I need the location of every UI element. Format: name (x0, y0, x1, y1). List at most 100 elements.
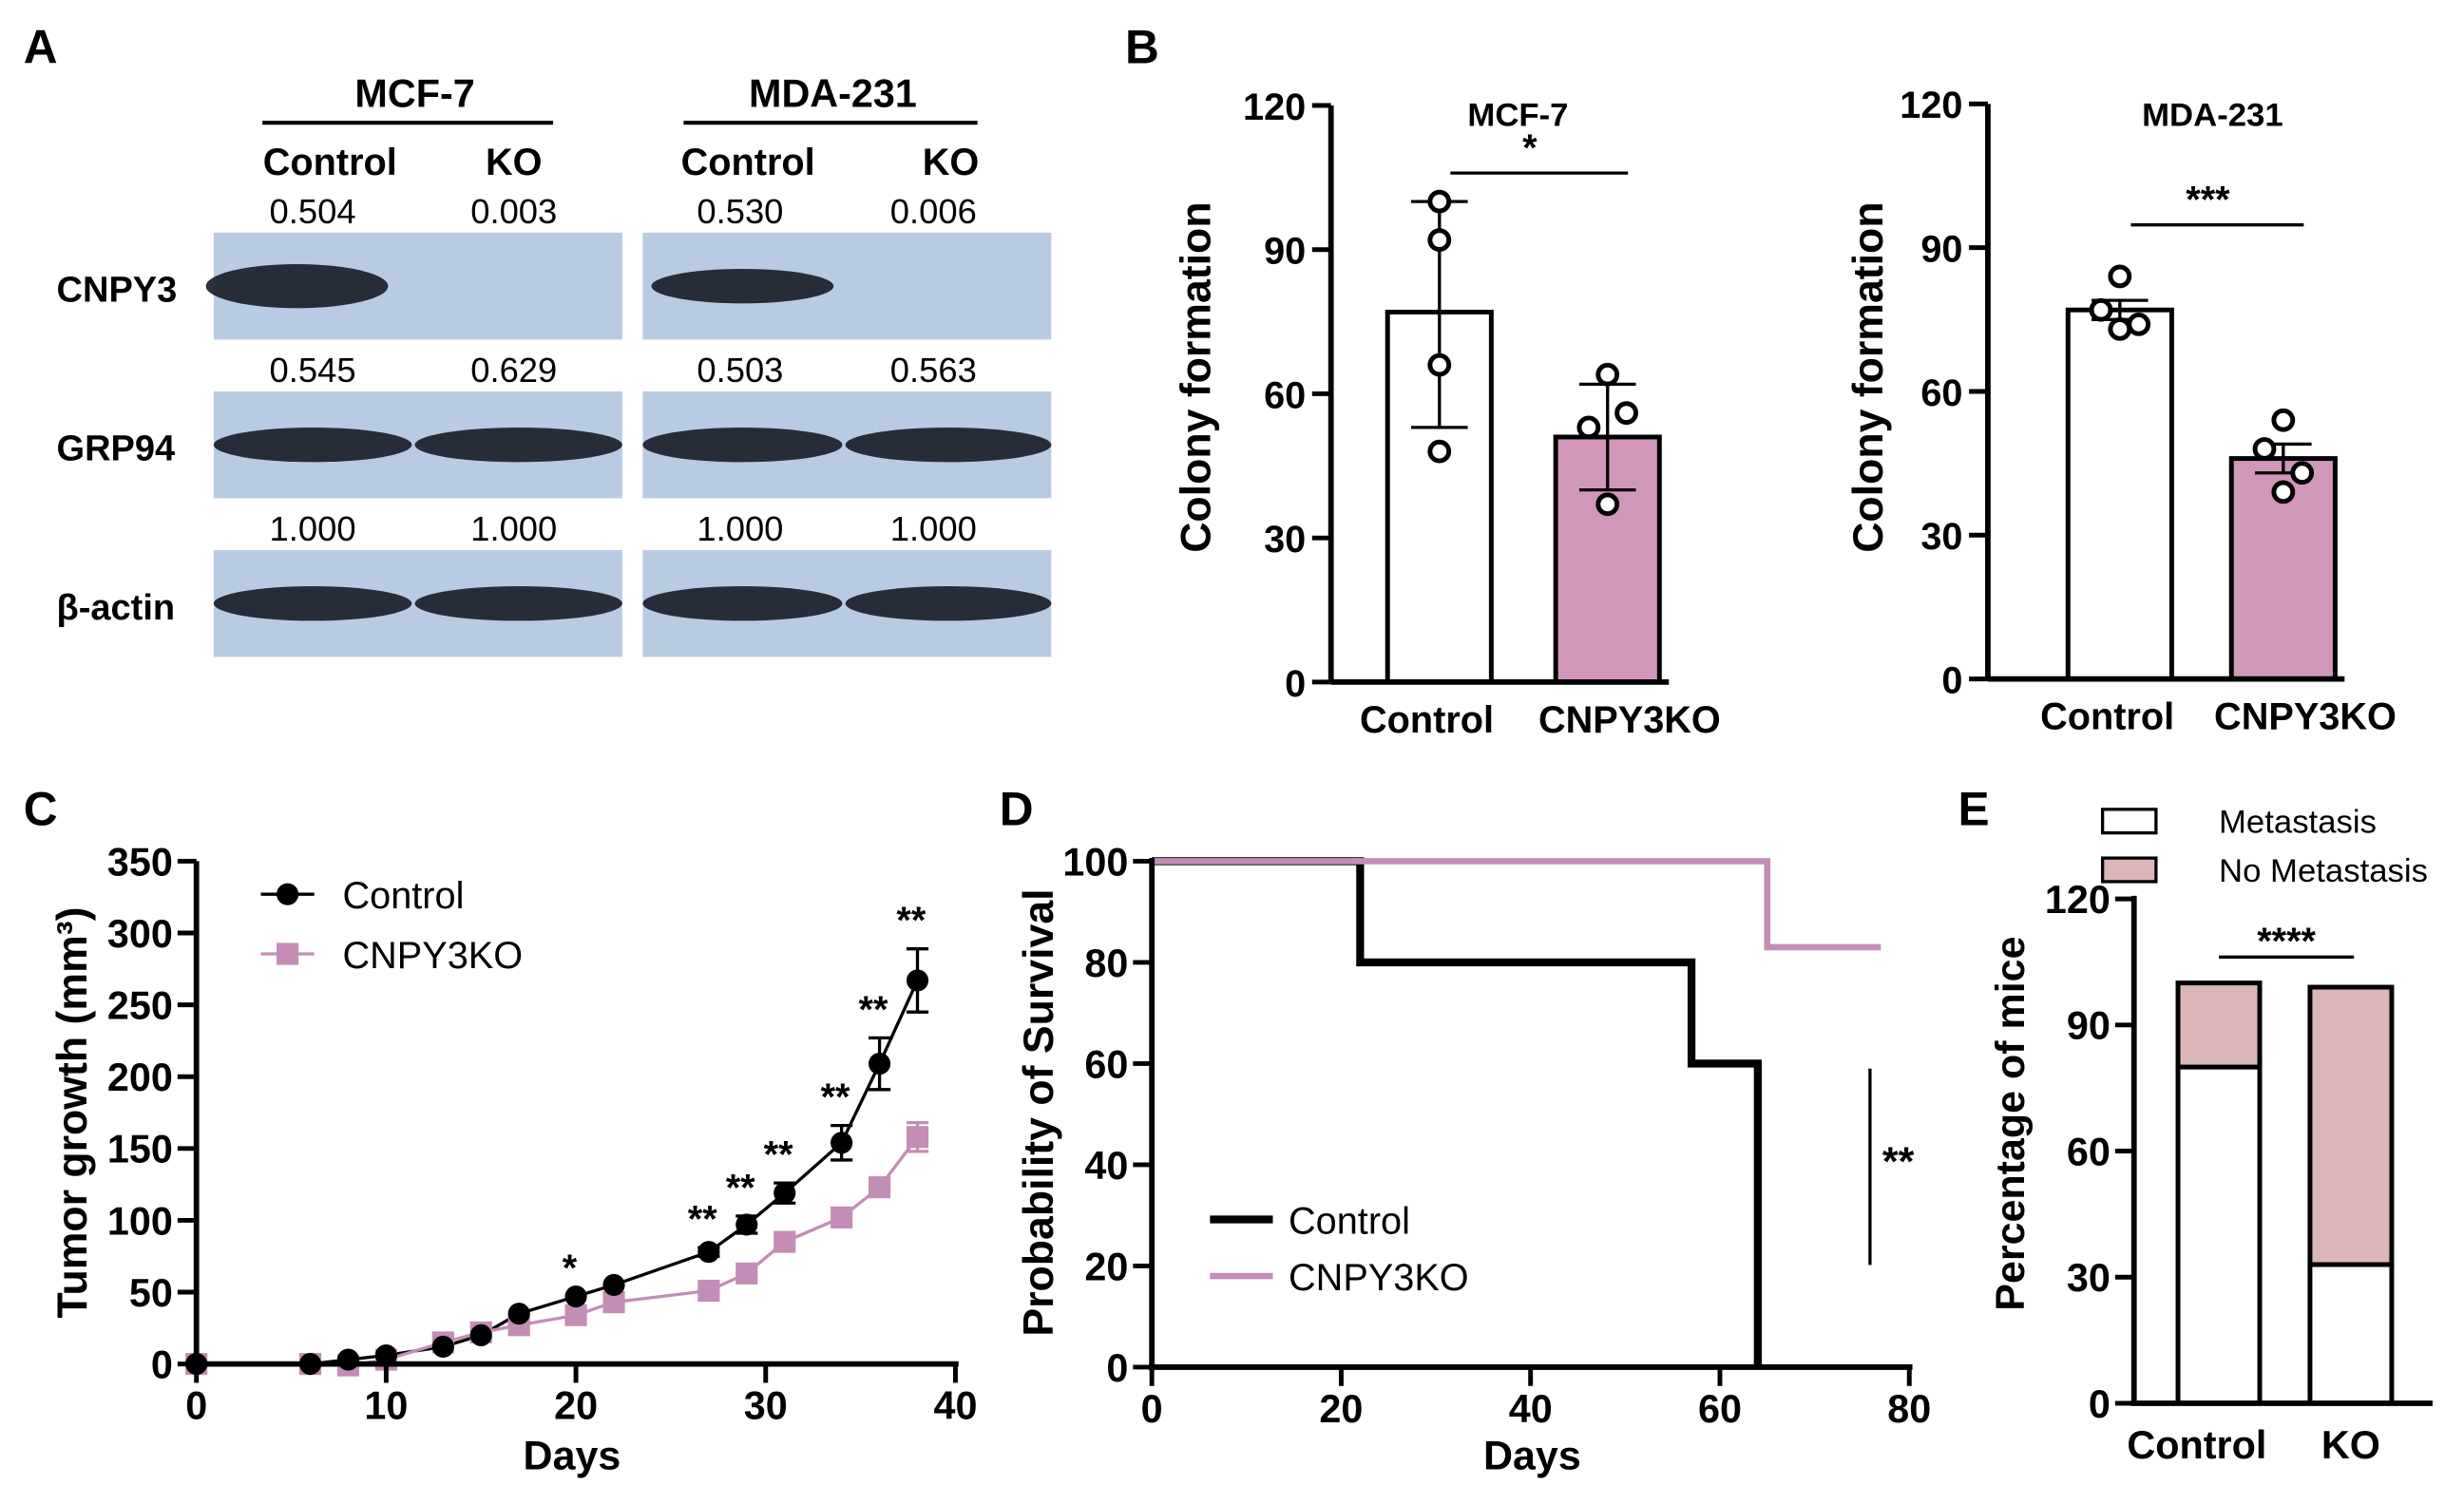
y-tick-label: 90 (1920, 229, 1962, 271)
band-density: 0.530 (697, 192, 783, 231)
data-point (831, 1132, 853, 1154)
legend-label: CNPY3KO (343, 935, 524, 977)
y-axis-label: Tumor growth (mm³) (49, 907, 96, 1319)
x-tick-label: 20 (1319, 1387, 1363, 1431)
legend-marker (277, 942, 299, 965)
bar-no-metastasis (2175, 980, 2263, 1070)
y-tick-label: 0 (151, 1342, 173, 1386)
y-tick-label: 100 (107, 1199, 173, 1243)
legend-label: No Metastasis (2219, 853, 2428, 889)
data-point (1427, 352, 1452, 377)
data-point (697, 1241, 720, 1264)
band-density: 0.504 (270, 192, 356, 231)
y-tick-label: 90 (2067, 1004, 2111, 1048)
significance-marker: ** (764, 1134, 793, 1176)
data-point (2108, 264, 2132, 289)
significance-marker: ** (688, 1199, 717, 1241)
protein-band (651, 268, 834, 304)
data-point (564, 1285, 587, 1308)
band-density: 0.563 (890, 351, 977, 390)
x-tick-label: CNPY3KO (1538, 699, 1721, 741)
data-point (2108, 317, 2132, 341)
data-point (735, 1262, 758, 1285)
significance-marker: ** (1882, 1139, 1915, 1185)
y-tick-label: 60 (2067, 1130, 2111, 1173)
band-density: 1.000 (470, 509, 557, 548)
data-point (697, 1279, 720, 1303)
x-tick-label: 0 (1141, 1387, 1163, 1431)
bar-no-metastasis (2307, 984, 2395, 1267)
panel-label: B (1125, 20, 1159, 73)
data-point (906, 1126, 929, 1149)
bar-control (2065, 307, 2174, 682)
x-tick-label: Control (1360, 699, 1494, 741)
panel-label: A (24, 20, 58, 73)
data-point (336, 1348, 360, 1371)
legend-label: Control (1289, 1200, 1410, 1242)
protein-band (213, 586, 412, 621)
lane-label: Control (681, 142, 815, 183)
lane-label: KO (486, 142, 543, 183)
data-point (2271, 480, 2296, 505)
significance-marker: * (563, 1247, 578, 1289)
x-tick-label: 40 (1509, 1387, 1553, 1431)
x-tick-label: Control (2127, 1423, 2266, 1467)
data-point (868, 1053, 891, 1076)
protein-band (642, 428, 843, 463)
y-tick-label: 0 (1941, 659, 1962, 701)
y-tick-label: 120 (1243, 86, 1306, 128)
x-axis-label: Days (1483, 1433, 1581, 1478)
data-point (774, 1230, 796, 1253)
y-tick-label: 200 (107, 1056, 173, 1099)
protein-band (845, 586, 1052, 621)
y-tick-label: 0 (2089, 1382, 2111, 1426)
y-tick-label: 0 (1285, 663, 1306, 705)
y-tick-label: 100 (1062, 840, 1128, 884)
lane-label: KO (923, 142, 980, 183)
protein-band (642, 586, 843, 621)
x-tick-label: 80 (1887, 1387, 1931, 1431)
data-point (2089, 297, 2113, 322)
group-title: MCF-7 (354, 72, 474, 116)
band-density: 0.006 (890, 192, 977, 231)
significance-marker: * (1522, 127, 1538, 169)
x-tick-label: CNPY3KO (2214, 696, 2397, 738)
y-axis-label: Colony formation (1173, 201, 1219, 552)
x-tick-label: KO (2321, 1423, 2380, 1467)
band-density: 1.000 (270, 509, 356, 548)
y-tick-label: 350 (107, 840, 173, 884)
y-tick-label: 30 (1264, 519, 1306, 561)
blot-row-label: GRP94 (57, 429, 176, 469)
legend-label: Metastasis (2219, 805, 2377, 841)
significance-marker: ** (896, 900, 926, 942)
data-point (2290, 461, 2315, 485)
x-tick-label: Control (2040, 696, 2174, 738)
legend-marker (277, 883, 299, 905)
y-axis-label: Colony formation (1845, 201, 1892, 552)
group-title: MDA-231 (749, 72, 917, 116)
panel-label: E (1958, 782, 1990, 835)
band-density: 1.000 (697, 509, 783, 548)
x-tick-label: 10 (364, 1383, 408, 1427)
significance-marker: ** (859, 989, 888, 1031)
band-density: 0.629 (470, 351, 557, 390)
data-point (735, 1213, 758, 1236)
data-point (2271, 408, 2296, 432)
data-point (1595, 362, 1620, 387)
significance-marker: *** (2186, 179, 2230, 220)
protein-band (414, 428, 622, 463)
legend-label: CNPY3KO (1289, 1257, 1469, 1299)
band-density: 0.503 (697, 351, 783, 390)
protein-band (845, 428, 1052, 463)
chart-title: MCF-7 (1467, 98, 1568, 134)
band-density: 0.545 (270, 351, 356, 390)
x-axis-label: Days (524, 1433, 621, 1478)
data-point (374, 1343, 397, 1367)
y-tick-label: 60 (1084, 1042, 1128, 1086)
y-tick-label: 30 (1920, 516, 1962, 558)
y-tick-label: 0 (1106, 1346, 1128, 1390)
panel-label: C (24, 782, 58, 835)
protein-band (205, 264, 389, 309)
data-point (831, 1206, 853, 1228)
